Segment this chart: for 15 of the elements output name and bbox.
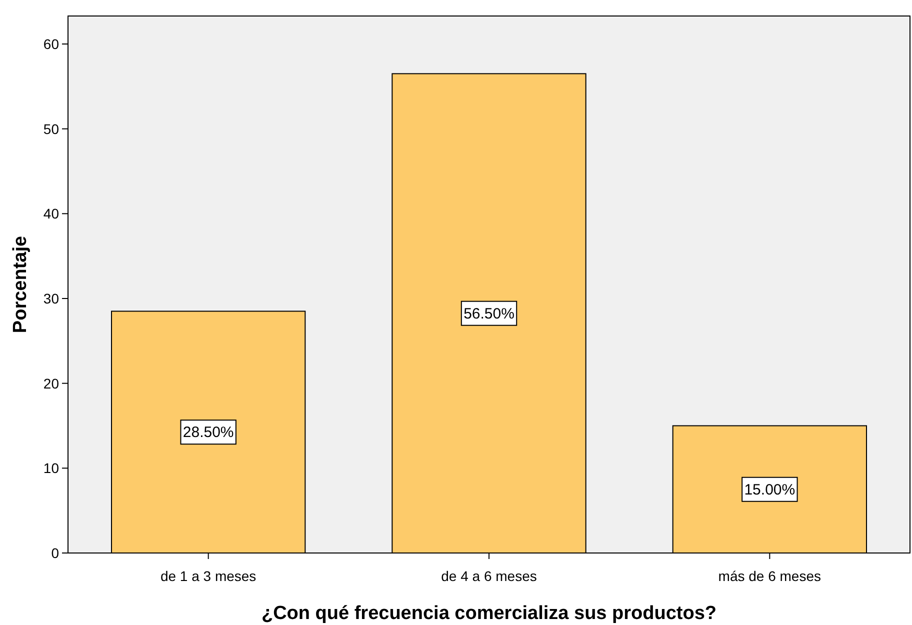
y-tick-label: 40 (43, 206, 60, 222)
x-tick-label: de 4 a 6 meses (441, 568, 537, 584)
y-tick-label: 10 (43, 460, 60, 476)
data-label: 28.50% (182, 424, 234, 442)
x-axis-title: ¿Con qué frecuencia comercializa sus productos? (261, 603, 717, 624)
y-tick-label: 30 (43, 290, 60, 306)
y-tick-label: 0 (51, 545, 60, 561)
x-tick-label: más de 6 meses (718, 568, 822, 584)
data-label: 56.50% (464, 305, 514, 322)
data-label: 15.00% (744, 481, 796, 498)
y-tick-label: 60 (43, 36, 60, 52)
y-tick-label: 50 (43, 120, 60, 137)
x-tick-label: de 1 a 3 meses (160, 568, 256, 584)
y-tick-label: 20 (43, 375, 60, 392)
y-axis-title: Porcentaje (10, 236, 31, 334)
